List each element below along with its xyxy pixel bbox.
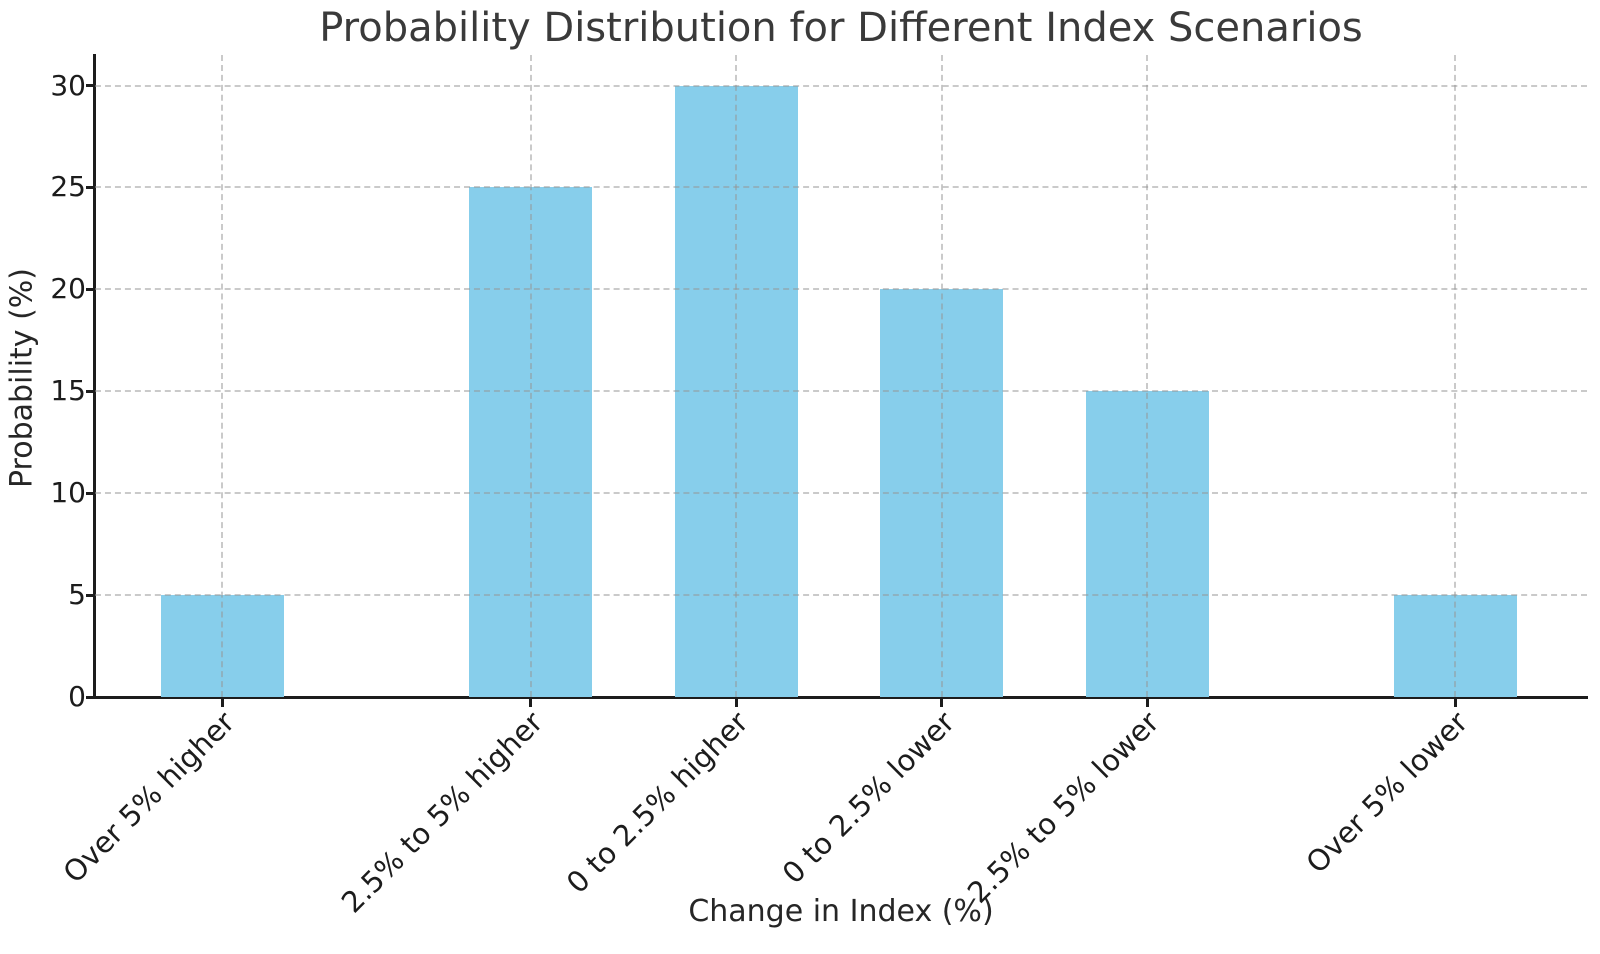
x-tick-label: 2.5% to 5% lower: [961, 704, 1167, 910]
y-tick-mark: [86, 389, 94, 393]
y-tick-label: 5: [68, 578, 86, 612]
y-tick-mark: [86, 84, 94, 88]
horizontal-gridline: [95, 288, 1587, 291]
vertical-gridline: [1146, 55, 1149, 697]
y-tick-label: 20: [50, 272, 86, 306]
y-tick-mark: [86, 695, 94, 699]
x-tick-mark: [734, 699, 738, 707]
vertical-gridline: [221, 55, 224, 697]
x-tick-label: Over 5% lower: [1299, 704, 1475, 880]
y-tick-mark: [86, 593, 94, 597]
x-axis-title: Change in Index (%): [688, 894, 994, 929]
horizontal-gridline: [95, 492, 1587, 495]
x-tick-label: 0 to 2.5% lower: [775, 704, 961, 891]
y-axis-line: [93, 54, 96, 699]
x-axis-line: [93, 696, 1588, 699]
x-tick-mark: [1145, 699, 1149, 707]
x-tick-mark: [529, 699, 533, 707]
y-tick-label: 15: [50, 374, 86, 408]
y-tick-mark: [86, 287, 94, 291]
x-tick-label: 2.5% to 5% higher: [335, 704, 550, 920]
x-tick-mark: [940, 699, 944, 707]
x-tick-mark: [220, 699, 224, 707]
vertical-gridline: [529, 55, 532, 697]
vertical-gridline: [1454, 55, 1457, 697]
vertical-gridline: [940, 55, 943, 697]
y-tick-mark: [86, 185, 94, 189]
y-tick-label: 30: [50, 68, 86, 102]
y-tick-label: 0: [68, 680, 86, 713]
y-axis-title: Probability (%): [4, 267, 40, 489]
horizontal-gridline: [95, 186, 1587, 189]
y-tick-label: 25: [50, 170, 86, 204]
x-tick-label: Over 5% higher: [56, 704, 242, 890]
horizontal-gridline: [95, 84, 1587, 87]
y-tick-mark: [86, 491, 94, 495]
horizontal-gridline: [95, 594, 1587, 597]
x-tick-mark: [1453, 699, 1457, 707]
x-tick-label: 0 to 2.5% higher: [560, 704, 756, 900]
horizontal-gridline: [95, 390, 1587, 393]
chart-title: Probability Distribution for Different I…: [319, 5, 1363, 51]
vertical-gridline: [735, 55, 738, 697]
y-tick-label: 10: [50, 476, 86, 510]
